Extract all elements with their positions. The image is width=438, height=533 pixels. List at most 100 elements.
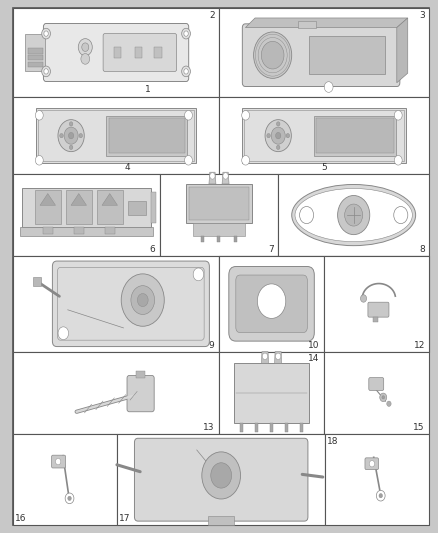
Circle shape [394, 206, 408, 224]
Circle shape [58, 119, 84, 152]
Circle shape [182, 28, 191, 39]
Bar [208, 516, 234, 526]
Circle shape [324, 82, 333, 92]
Polygon shape [209, 172, 216, 184]
Circle shape [58, 327, 69, 340]
Text: 2: 2 [209, 11, 215, 20]
Circle shape [79, 133, 82, 138]
Circle shape [210, 173, 215, 179]
Bar [324, 352, 429, 434]
Text: 9: 9 [209, 341, 215, 350]
Ellipse shape [292, 184, 416, 246]
Bar [128, 201, 146, 215]
Circle shape [69, 145, 73, 149]
Circle shape [394, 110, 402, 120]
FancyBboxPatch shape [43, 23, 189, 82]
Polygon shape [222, 172, 229, 184]
Bar [33, 277, 41, 286]
Bar [105, 227, 115, 235]
FancyBboxPatch shape [242, 24, 400, 86]
Ellipse shape [295, 189, 412, 241]
Circle shape [211, 463, 232, 488]
Bar [242, 108, 406, 164]
Bar [193, 223, 245, 237]
Bar [324, 256, 429, 352]
FancyBboxPatch shape [229, 266, 314, 341]
Bar [219, 256, 429, 352]
Bar [13, 174, 160, 256]
Bar [74, 227, 84, 235]
Bar [201, 237, 204, 242]
FancyBboxPatch shape [53, 261, 209, 346]
Text: 16: 16 [15, 514, 27, 523]
Text: 3: 3 [419, 11, 425, 20]
Polygon shape [40, 193, 56, 205]
Circle shape [42, 28, 50, 39]
FancyBboxPatch shape [127, 375, 154, 411]
Circle shape [276, 122, 280, 126]
Bar [109, 118, 184, 153]
Circle shape [182, 66, 191, 77]
Circle shape [380, 393, 387, 402]
FancyBboxPatch shape [369, 377, 384, 390]
Circle shape [242, 110, 250, 120]
Text: 6: 6 [150, 245, 155, 254]
Text: 7: 7 [268, 245, 274, 254]
Bar [240, 423, 243, 432]
Bar [35, 190, 61, 224]
Bar [97, 190, 123, 224]
Circle shape [379, 494, 382, 498]
Bar [134, 47, 142, 58]
Polygon shape [261, 352, 268, 364]
Bar [285, 423, 288, 432]
Bar [254, 423, 258, 432]
Circle shape [78, 39, 92, 56]
Circle shape [369, 461, 374, 467]
Polygon shape [245, 18, 408, 28]
Bar [151, 191, 156, 223]
Bar [278, 174, 429, 256]
Bar [136, 370, 145, 378]
Bar [13, 352, 219, 434]
Circle shape [202, 452, 240, 499]
Circle shape [394, 156, 402, 165]
Circle shape [265, 119, 291, 152]
Text: 8: 8 [419, 245, 425, 254]
Polygon shape [275, 352, 282, 364]
Circle shape [261, 42, 284, 69]
Circle shape [258, 284, 286, 318]
Circle shape [376, 490, 385, 501]
Circle shape [65, 493, 74, 504]
Circle shape [69, 122, 73, 126]
Bar [28, 62, 43, 67]
Bar [189, 187, 249, 221]
Polygon shape [397, 18, 408, 83]
Polygon shape [71, 193, 87, 205]
Circle shape [276, 145, 280, 149]
Circle shape [42, 66, 50, 77]
Circle shape [345, 204, 363, 226]
Bar [187, 184, 251, 223]
Bar [160, 174, 278, 256]
FancyBboxPatch shape [52, 455, 66, 468]
Bar [219, 256, 324, 352]
Bar [219, 8, 429, 97]
Circle shape [138, 294, 148, 306]
Bar [373, 317, 378, 322]
Circle shape [56, 458, 61, 465]
Circle shape [254, 32, 292, 78]
Bar [244, 110, 404, 161]
Bar [36, 108, 196, 164]
FancyBboxPatch shape [236, 275, 307, 333]
Text: 10: 10 [308, 341, 320, 350]
Text: 18: 18 [327, 437, 339, 446]
Bar [113, 47, 121, 58]
Circle shape [193, 268, 204, 281]
Circle shape [81, 54, 90, 64]
Bar [117, 434, 325, 525]
Circle shape [184, 69, 188, 74]
Text: 15: 15 [413, 423, 425, 432]
FancyBboxPatch shape [365, 458, 378, 470]
Bar [217, 237, 220, 242]
Circle shape [267, 133, 270, 138]
